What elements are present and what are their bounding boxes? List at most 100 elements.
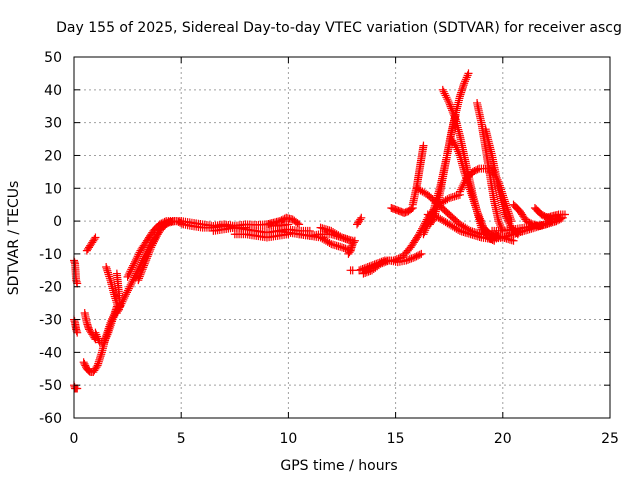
data-point	[338, 243, 346, 252]
data-point	[137, 268, 146, 277]
y-tick-label: -50	[39, 378, 62, 394]
data-point	[142, 254, 151, 263]
data-point	[374, 261, 383, 270]
series-arc-25	[408, 141, 428, 209]
data-point	[450, 113, 459, 122]
data-point	[115, 303, 124, 312]
y-tick-label: -40	[39, 345, 62, 361]
data-point	[108, 315, 117, 324]
y-tick-label: 0	[53, 214, 62, 230]
x-tick-label: 15	[387, 431, 405, 447]
x-tick-label: 20	[494, 431, 512, 447]
data-point	[97, 350, 106, 359]
data-point	[94, 359, 103, 368]
x-tick-label: 10	[279, 431, 297, 447]
data-point	[325, 238, 334, 247]
data-point	[422, 224, 431, 233]
data-point	[341, 234, 350, 243]
data-point	[501, 212, 510, 221]
data-point	[475, 214, 484, 223]
data-point	[349, 238, 358, 247]
data-point	[380, 258, 389, 267]
data-point	[459, 81, 468, 90]
data-point	[146, 245, 155, 254]
data-point	[451, 141, 460, 150]
data-point	[464, 69, 473, 78]
data-point	[124, 271, 133, 280]
data-point	[120, 293, 129, 302]
data-point	[450, 139, 459, 148]
y-tick-label: -30	[39, 313, 62, 329]
data-point	[122, 290, 131, 299]
data-point	[339, 244, 348, 253]
data-point	[92, 363, 101, 372]
data-point	[504, 218, 513, 227]
data-point	[419, 230, 428, 239]
data-point	[105, 324, 114, 333]
data-point	[96, 352, 105, 361]
data-point	[407, 205, 416, 214]
data-point	[453, 145, 462, 154]
data-point	[502, 214, 511, 223]
data-point	[73, 384, 82, 393]
data-point	[407, 254, 416, 263]
data-point	[415, 250, 424, 259]
data-point	[343, 235, 352, 244]
data-point	[458, 84, 467, 93]
y-tick-label: 30	[44, 116, 62, 132]
data-point	[137, 267, 146, 276]
data-point	[456, 185, 465, 194]
data-point	[458, 83, 467, 92]
data-point	[73, 328, 82, 337]
data-point	[503, 216, 512, 225]
data-point	[466, 187, 475, 196]
data-point	[103, 330, 112, 339]
data-point	[295, 220, 304, 229]
data-point	[145, 246, 154, 255]
data-point	[102, 332, 111, 341]
data-point	[104, 328, 113, 337]
data-point	[474, 210, 483, 219]
series-arc-6	[82, 233, 100, 255]
data-point	[350, 236, 359, 245]
data-point	[468, 193, 477, 202]
data-point	[81, 361, 90, 370]
data-point	[463, 71, 472, 80]
series-arc-20	[353, 213, 366, 229]
series-arc-2	[70, 315, 82, 337]
data-point	[467, 191, 476, 200]
tick-layer	[73, 56, 611, 419]
data-point	[140, 261, 149, 270]
data-point	[336, 232, 345, 241]
data-point	[461, 75, 470, 84]
data-point	[457, 183, 466, 192]
series-arc-38	[530, 203, 565, 224]
x-tick-label: 5	[177, 431, 186, 447]
data-point	[142, 256, 151, 265]
data-point	[448, 106, 457, 115]
data-point	[338, 233, 346, 242]
data-point	[339, 234, 348, 243]
data-point	[125, 269, 134, 278]
data-point	[134, 250, 143, 259]
data-point	[473, 209, 482, 218]
data-point	[446, 102, 455, 111]
series-arc-1	[70, 256, 82, 288]
series-arc-18	[316, 223, 355, 245]
data-point	[147, 243, 156, 252]
x-tick-label: 0	[70, 431, 79, 447]
data-point	[80, 359, 89, 368]
data-point	[127, 278, 136, 287]
data-point	[445, 100, 454, 109]
data-point	[126, 267, 135, 276]
data-point	[131, 256, 140, 265]
data-point	[101, 334, 110, 343]
data-point	[124, 284, 133, 293]
data-point	[140, 259, 149, 268]
data-point	[457, 88, 466, 97]
data-point	[366, 266, 375, 275]
data-point	[93, 361, 102, 370]
data-point	[103, 266, 112, 275]
data-point	[143, 252, 152, 261]
